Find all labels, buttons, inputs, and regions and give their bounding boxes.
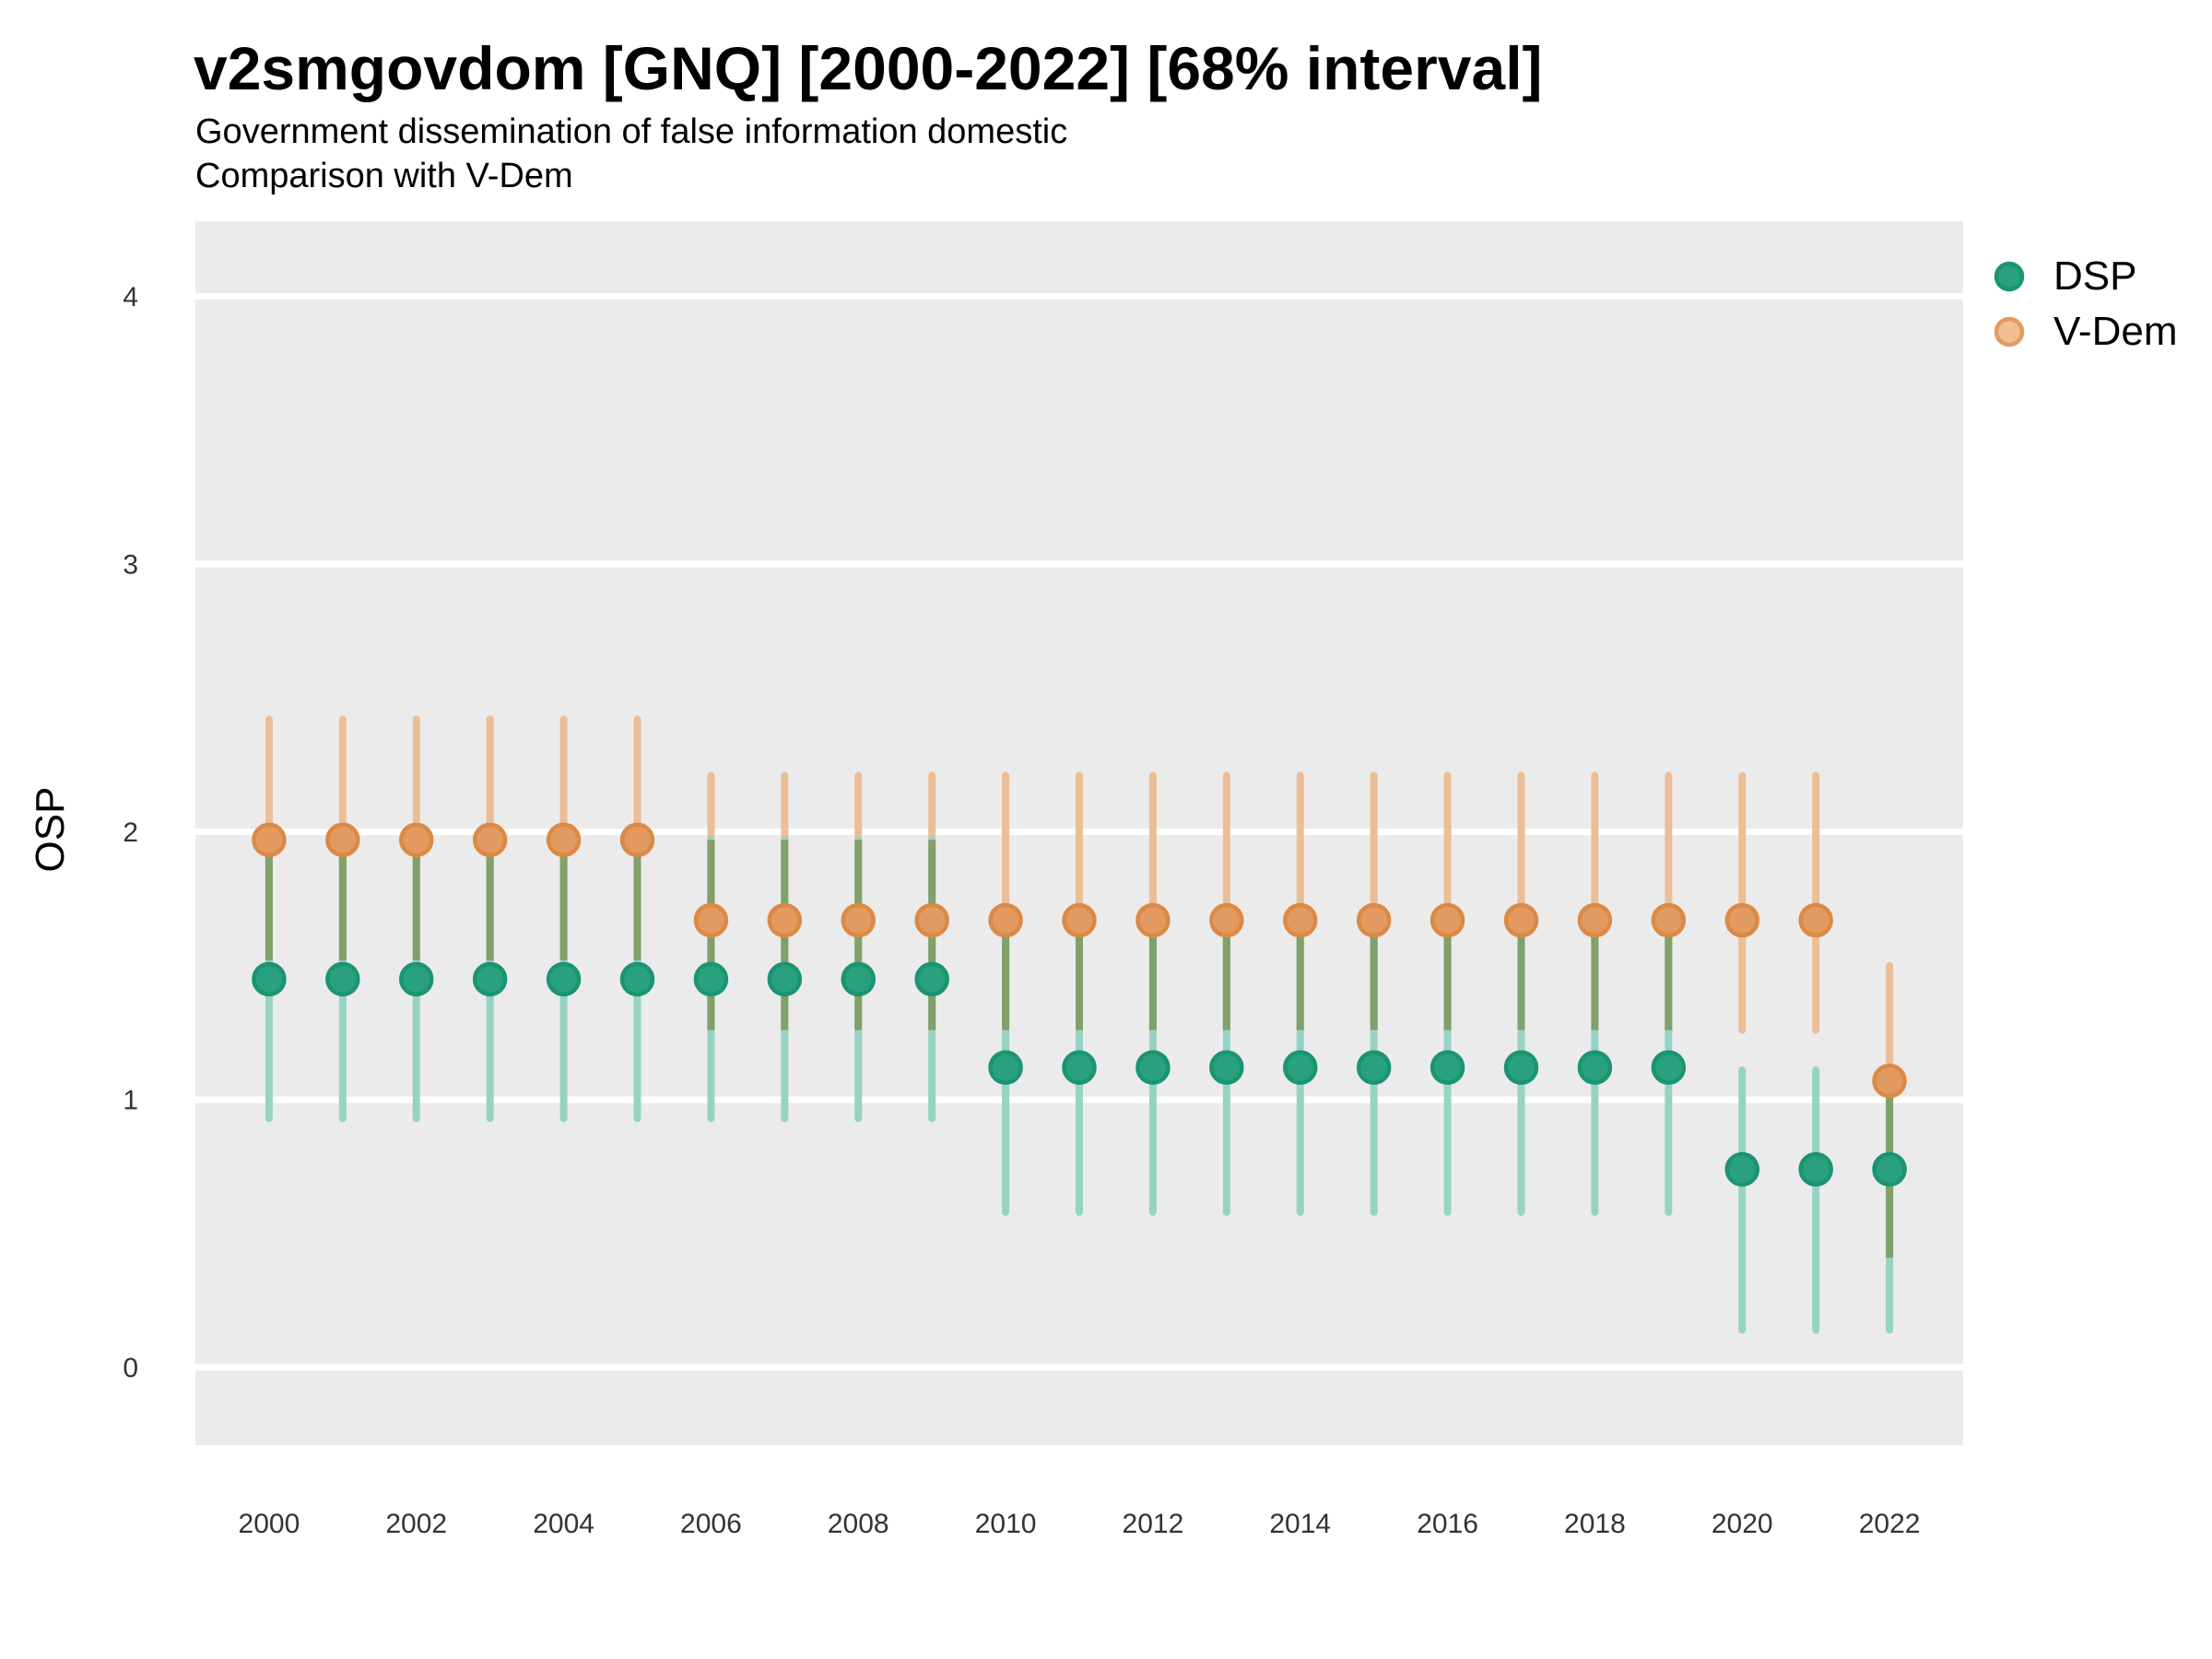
- x-tick-label: 2002: [385, 1509, 447, 1539]
- legend-label-dsp: DSP: [2053, 253, 2137, 299]
- chart-title: v2smgovdom [GNQ] [2000-2022] [68% interv…: [194, 34, 1543, 102]
- point-vdem: [767, 902, 803, 938]
- legend-swatch-vdem-icon: [1994, 316, 2025, 347]
- y-tick-label: 2: [123, 818, 138, 848]
- point-vdem: [546, 822, 582, 858]
- point-dsp: [1209, 1050, 1244, 1086]
- point-dsp: [1724, 1151, 1759, 1187]
- point-dsp: [914, 961, 949, 997]
- x-tick-label: 2014: [1269, 1509, 1331, 1539]
- point-vdem: [988, 902, 1023, 938]
- point-dsp: [841, 961, 876, 997]
- point-dsp: [988, 1050, 1023, 1086]
- point-dsp: [1872, 1151, 1907, 1187]
- point-vdem: [252, 822, 287, 858]
- legend-item-vdem: V-Dem: [1991, 309, 2178, 354]
- point-vdem: [1503, 902, 1539, 938]
- y-tick-label: 1: [123, 1086, 138, 1116]
- point-vdem: [1651, 902, 1687, 938]
- point-vdem: [1062, 902, 1097, 938]
- point-vdem: [399, 822, 434, 858]
- point-dsp: [1283, 1050, 1318, 1086]
- x-tick-label: 2018: [1564, 1509, 1626, 1539]
- point-dsp: [1430, 1050, 1465, 1086]
- x-tick-label: 2004: [533, 1509, 594, 1539]
- point-vdem: [1872, 1064, 1907, 1099]
- x-tick-label: 2010: [975, 1509, 1037, 1539]
- x-tick-label: 2012: [1123, 1509, 1184, 1539]
- point-dsp: [1062, 1050, 1097, 1086]
- x-tick-label: 2000: [239, 1509, 300, 1539]
- x-tick-label: 2020: [1712, 1509, 1773, 1539]
- point-dsp: [619, 961, 655, 997]
- x-tick-label: 2016: [1417, 1509, 1478, 1539]
- chart-subtitle-line2: Comparison with V-Dem: [195, 157, 573, 195]
- point-dsp: [546, 961, 582, 997]
- point-dsp: [252, 961, 287, 997]
- legend-swatch-dsp-icon: [1994, 261, 2025, 292]
- point-dsp: [1798, 1151, 1833, 1187]
- x-tick-label: 2022: [1859, 1509, 1921, 1539]
- point-dsp: [767, 961, 803, 997]
- point-dsp: [1577, 1050, 1613, 1086]
- y-tick-label: 3: [123, 549, 138, 580]
- point-vdem: [472, 822, 508, 858]
- point-vdem: [693, 902, 729, 938]
- point-vdem: [1283, 902, 1318, 938]
- point-vdem: [1209, 902, 1244, 938]
- y-tick-label: 0: [123, 1353, 138, 1383]
- legend-item-dsp: DSP: [1991, 253, 2137, 299]
- point-dsp: [472, 961, 508, 997]
- x-tick-label: 2006: [680, 1509, 742, 1539]
- point-vdem: [1577, 902, 1613, 938]
- point-dsp: [1651, 1050, 1687, 1086]
- point-dsp: [325, 961, 360, 997]
- point-vdem: [1798, 902, 1833, 938]
- point-dsp: [693, 961, 729, 997]
- point-vdem: [1356, 902, 1392, 938]
- point-vdem: [1430, 902, 1465, 938]
- y-tick-label: 4: [123, 282, 138, 312]
- point-dsp: [399, 961, 434, 997]
- legend-label-vdem: V-Dem: [2053, 309, 2178, 354]
- point-dsp: [1503, 1050, 1539, 1086]
- point-vdem: [1724, 902, 1759, 938]
- x-tick-label: 2008: [828, 1509, 889, 1539]
- chart-subtitle-line1: Government dissemination of false inform…: [195, 112, 1068, 151]
- point-dsp: [1135, 1050, 1171, 1086]
- point-vdem: [619, 822, 655, 858]
- point-dsp: [1356, 1050, 1392, 1086]
- point-vdem: [1135, 902, 1171, 938]
- point-vdem: [325, 822, 360, 858]
- point-vdem: [914, 902, 949, 938]
- point-vdem: [841, 902, 876, 938]
